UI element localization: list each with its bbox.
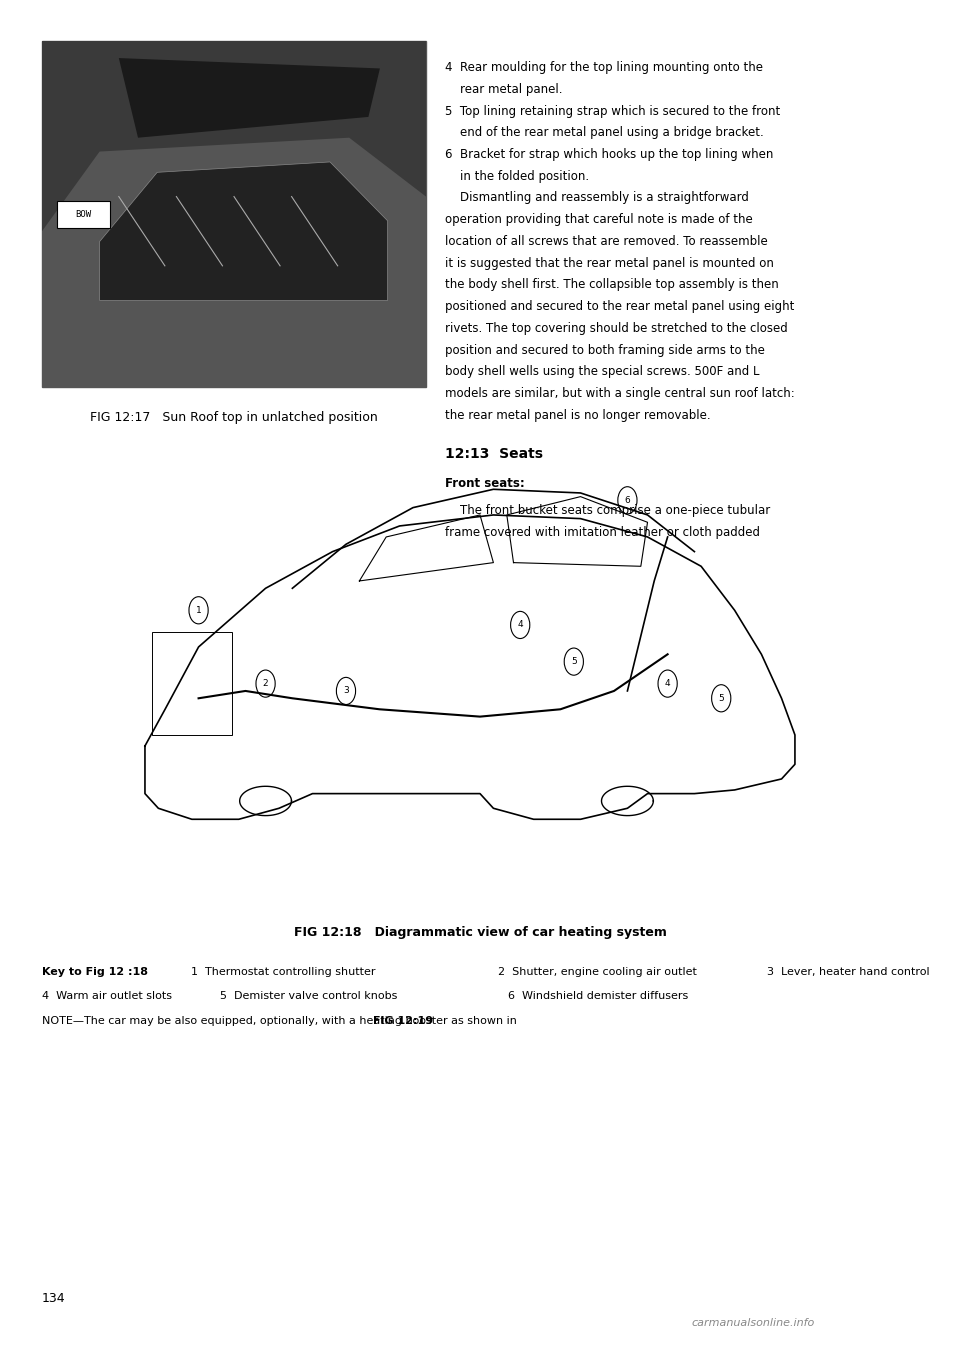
- Text: 4  Warm air outlet slots: 4 Warm air outlet slots: [42, 991, 172, 1001]
- Text: FIG 12:17   Sun Roof top in unlatched position: FIG 12:17 Sun Roof top in unlatched posi…: [90, 411, 378, 425]
- Text: NOTE—The car may be also equipped, optionally, with a heating booster as shown i: NOTE—The car may be also equipped, optio…: [42, 1016, 520, 1025]
- Text: 6  Bracket for strap which hooks up the top lining when: 6 Bracket for strap which hooks up the t…: [445, 148, 774, 162]
- Text: end of the rear metal panel using a bridge bracket.: end of the rear metal panel using a brid…: [445, 126, 764, 140]
- Bar: [58, 201, 110, 228]
- Text: in the folded position.: in the folded position.: [445, 170, 589, 183]
- Text: 1  Thermostat controlling shutter: 1 Thermostat controlling shutter: [191, 967, 375, 976]
- Text: it is suggested that the rear metal panel is mounted on: it is suggested that the rear metal pane…: [445, 257, 774, 270]
- Text: location of all screws that are removed. To reassemble: location of all screws that are removed.…: [445, 235, 768, 249]
- Text: Key to Fig 12 :18: Key to Fig 12 :18: [42, 967, 148, 976]
- Text: body shell wells using the special screws. 500F and L: body shell wells using the special screw…: [445, 365, 759, 379]
- Text: The front bucket seats comprise a one-piece tubular: The front bucket seats comprise a one-pi…: [445, 504, 771, 517]
- Polygon shape: [119, 58, 380, 137]
- Text: Dismantling and reassembly is a straightforward: Dismantling and reassembly is a straight…: [445, 191, 749, 205]
- Text: FIG 12:18   Diagrammatic view of car heating system: FIG 12:18 Diagrammatic view of car heati…: [294, 926, 666, 940]
- Text: 4: 4: [517, 621, 523, 630]
- Text: rivets. The top covering should be stretched to the closed: rivets. The top covering should be stret…: [445, 322, 788, 335]
- Text: positioned and secured to the rear metal panel using eight: positioned and secured to the rear metal…: [445, 300, 795, 314]
- Text: FIG 12:19: FIG 12:19: [372, 1016, 433, 1025]
- Text: 4  Rear moulding for the top lining mounting onto the: 4 Rear moulding for the top lining mount…: [445, 61, 763, 75]
- Text: 5: 5: [571, 657, 577, 667]
- Text: 134: 134: [42, 1291, 65, 1305]
- Polygon shape: [100, 162, 388, 300]
- Text: 5  Demister valve control knobs: 5 Demister valve control knobs: [220, 991, 397, 1001]
- Text: 3: 3: [343, 686, 348, 695]
- Bar: [61, 407, 899, 896]
- Bar: [42, 41, 426, 387]
- Bar: [81, 186, 388, 360]
- Text: models are similar, but with a single central sun roof latch:: models are similar, but with a single ce…: [445, 387, 795, 401]
- Text: 5: 5: [718, 694, 724, 703]
- Polygon shape: [42, 137, 426, 387]
- Text: 3  Lever, heater hand control: 3 Lever, heater hand control: [767, 967, 929, 976]
- Text: 6: 6: [625, 496, 631, 505]
- Text: 5  Top lining retaining strap which is secured to the front: 5 Top lining retaining strap which is se…: [445, 105, 780, 118]
- Text: 1: 1: [196, 606, 202, 615]
- Text: operation providing that careful note is made of the: operation providing that careful note is…: [445, 213, 753, 227]
- Bar: [152, 633, 232, 735]
- Text: 2: 2: [263, 679, 269, 689]
- Text: the rear metal panel is no longer removable.: the rear metal panel is no longer remova…: [445, 409, 710, 422]
- Text: 6  Windshield demister diffusers: 6 Windshield demister diffusers: [508, 991, 688, 1001]
- Text: 12:13  Seats: 12:13 Seats: [445, 447, 543, 460]
- Text: 4: 4: [665, 679, 670, 689]
- Text: the body shell first. The collapsible top assembly is then: the body shell first. The collapsible to…: [445, 278, 779, 292]
- Text: Front seats:: Front seats:: [445, 477, 525, 490]
- Text: BOW: BOW: [76, 209, 92, 219]
- Text: 2  Shutter, engine cooling air outlet: 2 Shutter, engine cooling air outlet: [498, 967, 697, 976]
- Text: position and secured to both framing side arms to the: position and secured to both framing sid…: [445, 344, 765, 357]
- Bar: [42, 41, 426, 231]
- Text: frame covered with imitation leather or cloth padded: frame covered with imitation leather or …: [445, 526, 760, 539]
- Text: carmanualsonline.info: carmanualsonline.info: [691, 1319, 814, 1328]
- Text: rear metal panel.: rear metal panel.: [445, 83, 563, 96]
